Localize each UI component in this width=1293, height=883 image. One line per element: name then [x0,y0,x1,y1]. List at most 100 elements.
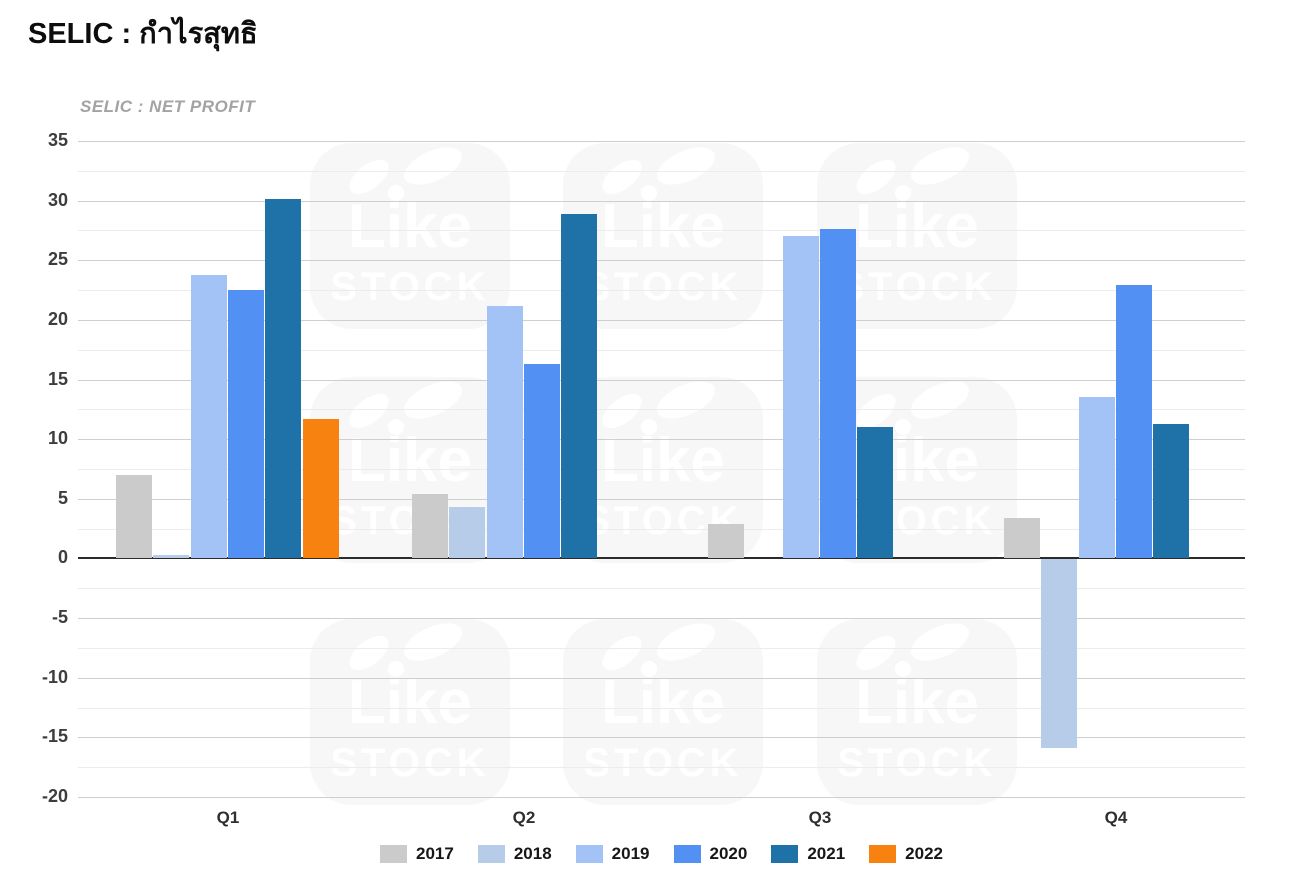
watermark-text: Like [854,668,980,737]
bar-2020-q4 [1116,285,1152,559]
zero-axis-line [78,557,1245,560]
gridline [78,230,1245,232]
legend-item-2020: 2020 [673,844,748,864]
gridline [78,141,1245,142]
x-axis-category-label: Q2 [512,808,536,827]
chart-legend: 2017 2018 2019 2020 2021 2022 [78,838,1245,870]
gridline [78,260,1245,262]
gridline [78,200,1245,202]
gridline [78,737,1245,739]
legend-label: 2022 [905,844,943,863]
x-axis-category-label: Q3 [808,808,832,827]
x-axis-category-label: Q1 [216,808,240,827]
gridline [78,797,1245,798]
bar-2017-q1 [116,474,153,559]
legend-item-2021: 2021 [771,844,845,864]
gridline [78,469,1245,470]
watermark-text: STOCK [583,741,743,785]
watermark-text: Like [347,668,473,737]
gridline [78,349,1245,351]
gridline [78,498,1245,500]
bar-2019-q3 [782,236,819,559]
gridline [78,290,1245,292]
gridline [78,170,1245,172]
bar-2019-q4 [1078,397,1115,559]
gridline [78,319,1245,321]
gridline [78,767,1245,769]
bar-2018-q2 [449,507,486,559]
gridline [78,707,1245,709]
legend-swatch [673,845,701,863]
legend-label: 2020 [709,844,748,863]
bar-2021-q2 [561,213,598,559]
watermark-tile: Like STOCK [310,139,510,329]
y-axis-tick-label: -20 [41,786,68,806]
legend-swatch [477,845,505,863]
legend-item-2022: 2022 [869,844,943,864]
dot-icon [388,419,404,435]
legend-swatch [771,845,799,863]
y-axis-tick-label: 25 [47,249,68,270]
dot-icon [388,661,404,677]
y-axis-tick-label: 20 [47,308,68,329]
legend-swatch [575,845,603,863]
watermark-tile: Like STOCK [817,615,1017,805]
legend-label: 2017 [416,844,454,863]
gridline [78,409,1245,411]
x-axis-category-label: Q4 [1104,808,1128,827]
watermark-text: STOCK [583,265,743,309]
watermark-text: Like [600,426,726,495]
y-axis-tick-label: 35 [47,130,68,150]
legend-item-2019: 2019 [575,844,650,864]
dot-icon [641,185,657,201]
watermark-tile: Like STOCK [563,615,763,805]
bar-2018-q4 [1041,559,1078,748]
watermark-text: Like [347,426,473,495]
legend-swatch [869,845,897,863]
watermark-tile: Like STOCK [310,615,510,805]
gridline [78,618,1245,620]
bar-2019-q1 [190,274,227,559]
watermark-text: Like [600,668,726,737]
dot-icon [641,419,657,435]
bar-2021-q1 [265,199,302,559]
bar-2018-q1 [153,554,190,559]
y-axis-tick-label: -5 [51,607,68,628]
watermark-text: STOCK [330,741,490,785]
legend-label: 2018 [513,844,552,863]
watermark-text: STOCK [330,265,490,309]
y-axis-tick-label: -15 [41,726,68,747]
y-axis-tick-label: -10 [41,666,68,687]
watermark-text: STOCK [837,265,997,309]
bar-2021-q3 [857,427,894,559]
bar-2017-q3 [708,523,745,559]
gridline [78,439,1245,441]
watermark-text: Like [854,192,980,261]
bar-2021-q4 [1153,423,1190,559]
bar-2019-q2 [486,305,523,559]
y-axis-tick-label: 15 [47,368,68,389]
legend-swatch [380,845,408,863]
bar-2020-q1 [228,290,264,559]
y-axis-tick-label: 0 [57,547,68,568]
dot-icon [388,185,404,201]
chart-subtitle: SELIC : NET PROFIT [80,97,256,116]
y-axis-tick-label: 5 [57,487,68,508]
gridline [78,379,1245,381]
bar-2020-q3 [820,229,856,559]
watermark-text: Like [600,192,726,261]
watermark-text: Like [347,192,473,261]
y-axis-tick-label: 30 [47,189,68,210]
dot-icon [895,185,911,201]
page-title: SELIC : กำไรสุทธิ [28,18,258,50]
legend-label: 2021 [807,844,846,863]
dot-icon [895,419,911,435]
bar-2022-q1 [302,418,339,559]
dot-icon [895,661,911,677]
gridline [78,528,1245,530]
bar-2017-q4 [1004,517,1041,559]
